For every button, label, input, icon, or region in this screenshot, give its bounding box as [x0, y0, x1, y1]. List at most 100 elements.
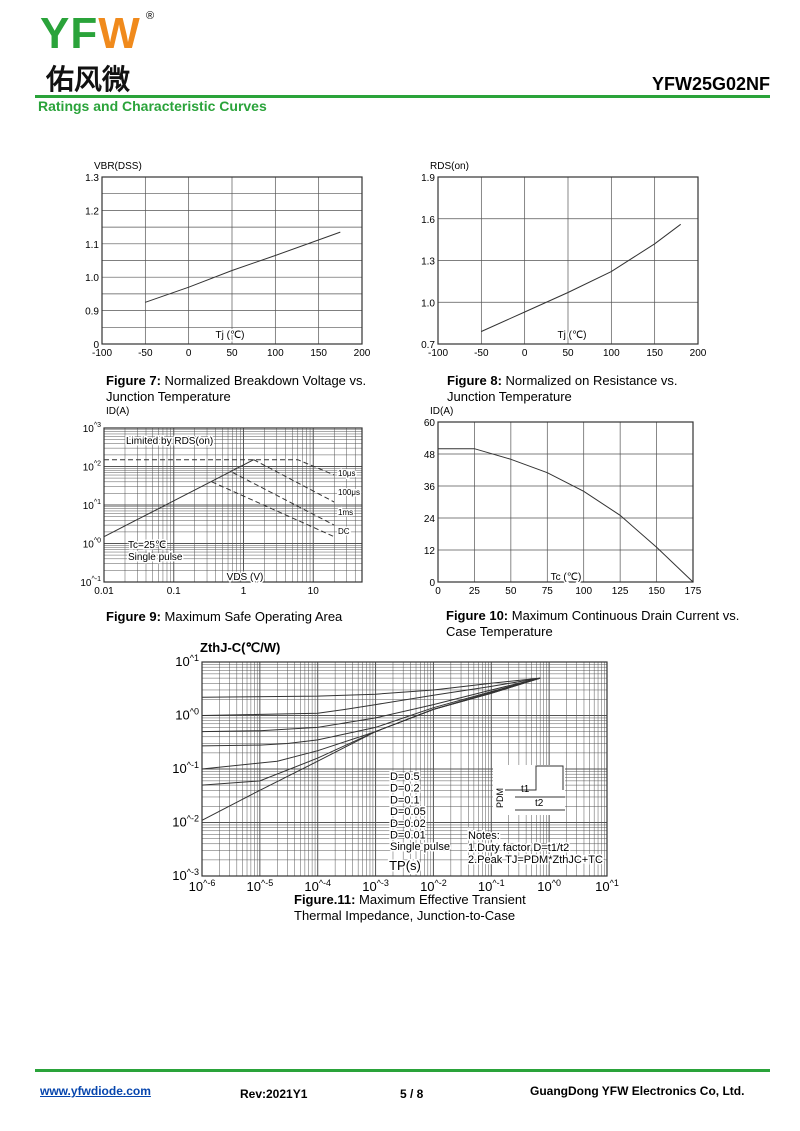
logo-chinese-text: 佑风微	[46, 63, 131, 96]
x-tick-label: 0	[435, 586, 441, 597]
part-number: YFW25G02NF	[651, 74, 770, 94]
y-tick-label: 10^-3	[172, 867, 199, 883]
series-label: D=0.05	[390, 806, 426, 818]
x-tick-label: 25	[469, 586, 481, 597]
100-s-series-line	[253, 459, 335, 503]
x-tick-label: 150	[310, 348, 327, 359]
x-axis-label: TP(s)	[389, 858, 421, 873]
y-tick-label: 36	[424, 482, 436, 493]
caption-label: Figure.11:	[294, 892, 356, 907]
1ms-series-line	[232, 472, 335, 526]
y-tick-label: 60	[424, 418, 436, 429]
fig9-chart: 0.01 0.1 1 10 10^-1 10^0 10^1 10^2 10^3 ID(A) VDS …	[80, 406, 363, 597]
x-tick-label: 10^-6	[189, 878, 216, 894]
y-tick-label: 10^2	[83, 461, 101, 474]
note-text: Notes:	[468, 830, 500, 842]
series-label: D=0.5	[390, 771, 420, 783]
caption-label: Figure 10:	[446, 608, 509, 623]
x-tick-label: 1	[241, 586, 247, 597]
caption-label: Figure 9:	[106, 609, 161, 624]
y-tick-label: 10^-2	[172, 814, 199, 830]
x-tick-label: 100	[575, 586, 592, 597]
series-label: D=0.2	[390, 783, 420, 795]
caption-text: Maximum Safe Operating Area	[164, 609, 343, 624]
y-tick-label: 12	[424, 546, 436, 557]
plot-frame	[103, 427, 363, 583]
fig11-chart: 10^-6 10^-5 10^-4 10^-3 10^-2 10^-1 10^0 10^1 10…	[172, 640, 619, 894]
note-text: 2.Peak TJ=PDM*ZthJC+TC	[468, 854, 603, 866]
plot-frame	[101, 176, 363, 345]
x-tick-label: 100	[267, 348, 284, 359]
x-tick-label: 10^-2	[420, 878, 447, 894]
caption-label: Figure 8:	[447, 373, 502, 388]
series-label: 1ms	[338, 508, 353, 517]
x-tick-label: 0	[186, 348, 192, 359]
y-tick-label: 0	[93, 340, 99, 351]
y-axis-label: RDS(on)	[430, 161, 469, 172]
series-label: D=0.1	[390, 794, 420, 806]
series-label: 10μs	[338, 469, 356, 478]
tc-annotation: Tc=25℃	[128, 540, 166, 551]
y-tick-label: 1.0	[421, 298, 435, 309]
fig8-chart: -100 -50 0 50 100 150 200 0.7 1.0 1.3 1.6 1.9RDS(on…	[421, 161, 707, 359]
x-tick-label: 10^-5	[247, 878, 274, 894]
dc-series-line	[211, 481, 335, 538]
x-tick-label: 175	[685, 586, 702, 597]
x-tick-label: 150	[648, 586, 665, 597]
y-tick-label: 10^0	[175, 707, 199, 723]
header-divider	[35, 95, 770, 98]
series-label: Single pulse	[390, 841, 450, 853]
pdm-label: PDM	[495, 788, 505, 808]
x-tick-label: 10^-4	[304, 878, 331, 894]
website-link[interactable]: www.yfwdiode.com	[40, 1084, 151, 1098]
x-axis-label: Tj (℃)	[558, 330, 587, 341]
footer-divider	[35, 1069, 770, 1072]
y-tick-label: 1.3	[421, 257, 435, 268]
plot-frame	[437, 421, 694, 583]
x-tick-label: 100	[603, 348, 620, 359]
x-tick-label: 150	[646, 348, 663, 359]
x-tick-label: 10^1	[595, 878, 619, 894]
y-axis-label: VBR(DSS)	[94, 161, 142, 172]
y-tick-label: 1.9	[421, 173, 435, 184]
series-line	[481, 223, 682, 332]
note-text: 1.Duty factor D=t1/t2	[468, 842, 569, 854]
figure-10-caption: Figure 10: Maximum Continuous Drain Curr…	[446, 608, 746, 640]
caption-label: Figure 7:	[106, 373, 161, 388]
caption-text: Maximum Continuous Drain Current vs. Cas…	[446, 608, 740, 639]
x-tick-label: -50	[474, 348, 489, 359]
d-0-05-series-line	[201, 677, 541, 747]
fig7-chart: -100 -50 0 50 100 150 200 0 0.9 1.0 1.1 1.2 1.3VBR(D…	[85, 161, 371, 359]
y-tick-label: 0.9	[85, 307, 99, 318]
x-tick-label: 10^-3	[362, 878, 389, 894]
t2-label: t2	[535, 798, 544, 809]
x-tick-label: 10	[308, 586, 320, 597]
y-tick-label: 10^-1	[80, 576, 101, 589]
rds-limit-annotation: Limited by RDS(on)	[126, 436, 213, 447]
plot-frame	[437, 176, 699, 345]
10-s-series-line	[104, 459, 335, 476]
single-pulse-annotation: Single pulse	[128, 552, 183, 563]
t1-label: t1	[521, 784, 530, 795]
y-axis-label: ZthJ-C(℃/W)	[200, 640, 280, 655]
x-tick-label: 50	[562, 348, 574, 359]
caption-text: Normalized on Resistance vs. Junction Te…	[447, 373, 678, 404]
series-label: D=0.01	[390, 830, 426, 842]
series-label: D=0.02	[390, 818, 426, 830]
y-tick-label: 0.7	[421, 340, 435, 351]
x-tick-label: 200	[354, 348, 371, 359]
d-0-2-series-line	[201, 677, 541, 716]
x-tick-label: -50	[138, 348, 153, 359]
y-tick-label: 10^0	[83, 538, 101, 551]
x-tick-label: 0.01	[94, 586, 114, 597]
d-0-5-series-line	[201, 677, 541, 698]
x-tick-label: -100	[92, 348, 112, 359]
y-tick-label: 10^3	[83, 422, 101, 435]
series-label: DC	[338, 527, 350, 536]
y-tick-label: 1.2	[85, 206, 99, 217]
y-tick-label: 0	[429, 578, 435, 589]
y-tick-label: 1.6	[421, 215, 435, 226]
x-axis-label: Tc (℃)	[551, 572, 582, 583]
caption-text: Normalized Breakdown Voltage vs. Junctio…	[106, 373, 367, 404]
